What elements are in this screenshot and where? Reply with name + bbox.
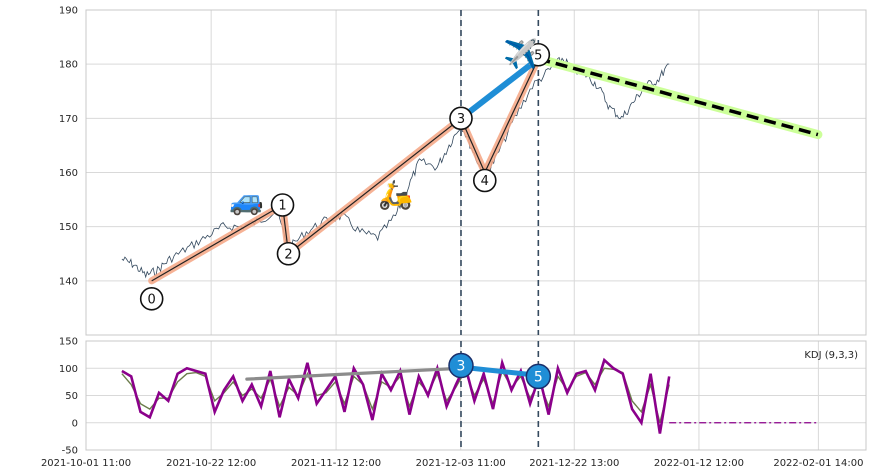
wave-point-label: 5 — [534, 48, 542, 63]
price-series-line — [121, 56, 670, 279]
wave-point-3 — [449, 106, 473, 131]
wave-point-2 — [276, 241, 301, 266]
wave-point-label: 2 — [284, 247, 292, 262]
x-tick-label: 2021-10-01 11:00 — [41, 458, 131, 469]
wave-line-0 — [151, 204, 283, 282]
x-tick-label: 2022-01-12 12:00 — [654, 458, 744, 469]
price-ytick-label: 180 — [59, 60, 78, 71]
x-tick-label: 2021-12-22 13:00 — [529, 458, 619, 469]
wave-point-0 — [139, 287, 164, 311]
wave-point-label: 0 — [148, 292, 156, 307]
kdj-gray-segment — [245, 366, 463, 381]
kdj-legend-label: KDJ (9,3,3) — [804, 350, 858, 361]
wave-point-4 — [472, 168, 497, 193]
kdj-frame — [85, 340, 867, 451]
kdj-ytick-label: 50 — [65, 391, 78, 402]
price-ytick-label: 160 — [59, 168, 78, 179]
wave-line-4 — [484, 58, 539, 173]
price-ytick-label: 140 — [59, 276, 78, 287]
wave-line-2 — [288, 117, 462, 255]
kdj-k-line — [121, 357, 671, 434]
wave-point-1 — [270, 193, 295, 217]
scooter-icon: 🛵 — [378, 178, 413, 211]
wave-point-label: 1 — [278, 199, 286, 214]
kdj-ytick-label: 150 — [59, 337, 78, 348]
x-tick-label: 2021-11-12 12:00 — [291, 458, 381, 469]
x-tick-label: 2021-12-03 11:00 — [416, 458, 506, 469]
blue-wave-segment — [457, 55, 542, 122]
price-panel: 140 150 160 170 180 190 0 1 2 3 4 5 🚙 🛵 ✈️ — [59, 6, 867, 336]
airplane-icon: ✈️ — [503, 36, 538, 70]
price-ytick-label: 150 — [59, 222, 78, 233]
kdj-marker-label: 3 — [457, 359, 466, 375]
kdj-ytick-label: -50 — [62, 446, 78, 457]
projection-line — [537, 57, 819, 137]
wave-point-label: 4 — [481, 174, 489, 189]
price-frame — [85, 9, 867, 336]
kdj-ytick-label: 0 — [72, 418, 78, 429]
x-axis: 2021-10-01 11:00 2021-10-22 12:00 2021-11-… — [41, 458, 864, 469]
kdj-ytick-label: 100 — [59, 364, 78, 375]
price-ytick-label: 190 — [59, 6, 78, 17]
kdj-marker-5 — [525, 363, 552, 390]
car-icon: 🚙 — [229, 184, 264, 217]
kdj-panel: -50 0 50 100 150 3 5 KDJ (9,3,3) — [59, 337, 867, 457]
wave-point-label: 3 — [457, 112, 465, 127]
x-tick-label: 2021-10-22 12:00 — [166, 458, 256, 469]
kdj-marker-3 — [448, 352, 474, 379]
kdj-marker-label: 5 — [534, 369, 543, 385]
x-tick-label: 2022-02-01 14:00 — [773, 458, 863, 469]
kdj-blue-segment — [458, 364, 541, 378]
price-ytick-label: 170 — [59, 114, 78, 125]
wave-point-5 — [526, 42, 551, 67]
